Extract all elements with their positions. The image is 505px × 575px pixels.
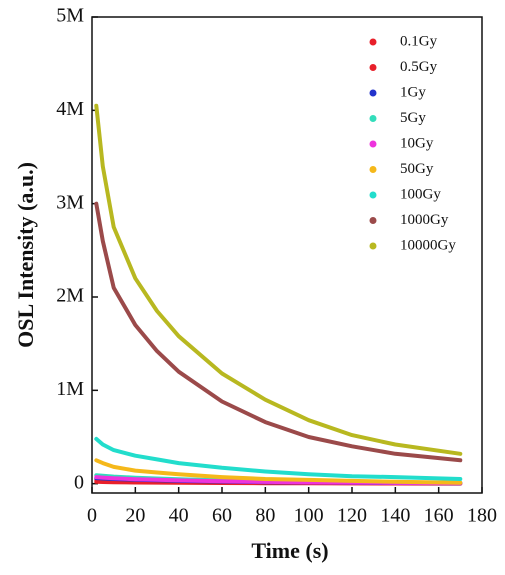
series-line [94,458,463,485]
legend-marker [369,115,377,122]
x-tick-label: 100 [294,505,324,527]
legend-marker [369,89,377,97]
x-tick-label: 180 [467,505,497,527]
y-tick-label: 5M [56,5,84,27]
legend-marker [369,191,377,199]
x-axis-label: Time (s) [251,538,328,563]
legend-label: 5Gy [400,110,426,126]
legend-label: 0.1Gy [400,33,438,49]
y-tick-label: 2M [56,285,84,307]
legend-label: 50Gy [400,161,434,177]
plot-frame [91,16,483,494]
legend-marker [369,242,377,250]
x-tick-label: 20 [125,505,145,527]
x-tick-label: 60 [212,505,232,527]
legend-marker [369,217,377,224]
y-tick-label: 4M [56,98,84,120]
x-tick-label: 80 [255,505,275,527]
y-tick-label: 1M [56,378,84,400]
series-line [94,436,463,481]
x-tick-label: 160 [424,505,454,527]
y-tick-label: 0 [74,471,84,493]
legend-label: 100Gy [400,186,441,202]
legend-marker [369,166,377,173]
legend-label: 0.5Gy [400,59,438,75]
legend-label: 1Gy [400,84,426,100]
legend-label: 10Gy [400,135,434,151]
x-tick-label: 40 [169,505,189,527]
series-line [94,103,463,456]
legend-label: 1000Gy [400,212,449,228]
legend-label: 10000Gy [400,237,456,253]
legend-marker [369,140,377,148]
y-tick-label: 3M [56,191,84,213]
legend-marker [369,38,377,46]
x-tick-label: 120 [337,505,367,527]
series-line [94,201,463,463]
legend-marker [369,64,377,71]
x-tick-label: 0 [87,505,97,527]
x-tick-label: 140 [380,505,410,527]
y-axis-label: OSL Intensity (a.u.) [13,162,38,348]
